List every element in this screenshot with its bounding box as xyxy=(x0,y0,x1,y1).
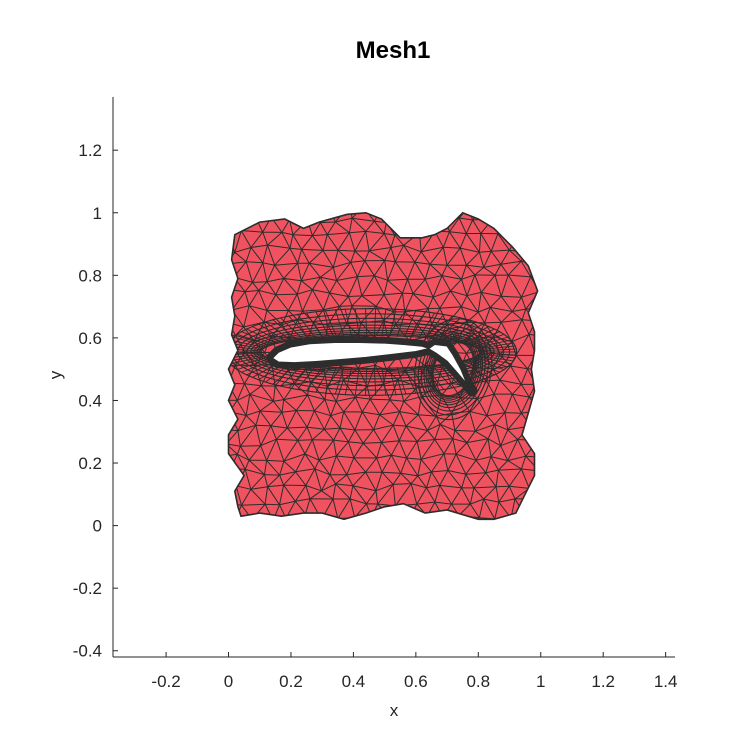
x-tick-label: 0.2 xyxy=(279,672,303,691)
x-tick-label: 0 xyxy=(224,672,233,691)
mesh-radial-edges xyxy=(228,308,518,396)
x-tick-label: 1.4 xyxy=(654,672,678,691)
y-tick-label: 0 xyxy=(93,517,102,536)
y-tick-label: -0.4 xyxy=(73,642,102,661)
mesh-outer-boundary xyxy=(227,211,539,521)
x-tick-label: 0.8 xyxy=(466,672,490,691)
mesh-refined-flap-layer xyxy=(430,339,477,399)
y-tick-label: 0.8 xyxy=(78,266,102,285)
x-tick-label: -0.2 xyxy=(151,672,180,691)
x-tick-label: 1 xyxy=(536,672,545,691)
y-axis-label: y xyxy=(46,370,65,379)
y-tick-label: 0.2 xyxy=(78,454,102,473)
flap-hole xyxy=(426,343,473,392)
mesh-edges xyxy=(228,212,538,520)
mesh-faces xyxy=(227,211,539,521)
mesh-domain-fill xyxy=(228,212,538,520)
y-tick-label: 0.6 xyxy=(78,329,102,348)
x-tick-label: 0.4 xyxy=(342,672,366,691)
x-axis-label: x xyxy=(390,701,399,720)
mesh-refined-flap-layer xyxy=(423,330,484,409)
x-tick-label: 0.6 xyxy=(404,672,428,691)
y-axis-ticks: -0.4 -0.2 0 0.2 0.4 0.6 0.8 1 1.2 xyxy=(73,141,118,661)
chart-title: Mesh1 xyxy=(356,37,431,64)
y-tick-label: -0.2 xyxy=(73,579,102,598)
y-tick-label: 0.4 xyxy=(78,391,102,410)
mesh-refined-flap-layer xyxy=(417,322,489,416)
mesh-refined-flap-layer xyxy=(420,326,486,412)
mesh-refined-flap-layer xyxy=(432,342,475,397)
x-tick-label: 1.2 xyxy=(591,672,615,691)
main-element-hole xyxy=(271,341,433,364)
mesh-refined-flap-layer xyxy=(431,341,476,398)
x-axis-ticks: -0.2 0 0.2 0.4 0.6 0.8 1 1.2 1.4 xyxy=(151,652,677,691)
axes: -0.2 0 0.2 0.4 0.6 0.8 1 1.2 1.4 -0.4 -0.2 0 0.2 0.4… xyxy=(73,97,677,691)
y-tick-label: 1.2 xyxy=(78,141,102,160)
plot-area xyxy=(227,211,539,521)
y-tick-label: 1 xyxy=(93,204,102,223)
